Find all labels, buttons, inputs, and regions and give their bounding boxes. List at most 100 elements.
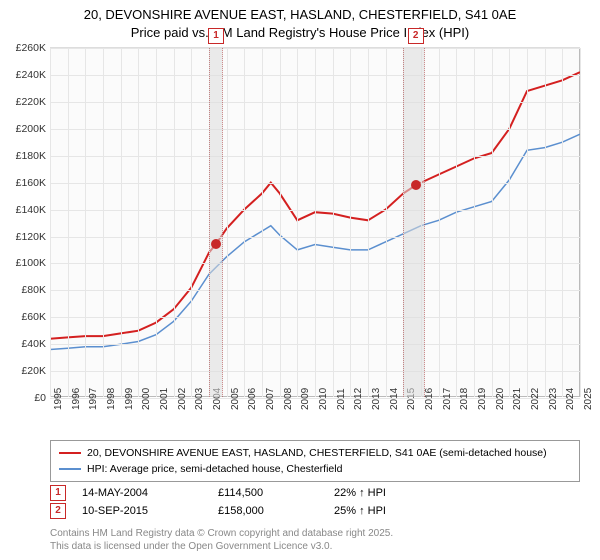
title-line-2: Price paid vs. HM Land Registry's House … (0, 24, 600, 42)
xtick-label: 2022 (530, 384, 541, 410)
vgrid (103, 48, 104, 397)
legend-swatch-hpi (59, 468, 81, 470)
vgrid (580, 48, 581, 397)
xtick-label: 1996 (71, 384, 82, 410)
xtick-label: 2013 (371, 384, 382, 410)
ytick-label: £20K (4, 365, 46, 377)
xtick-label: 2024 (565, 384, 576, 410)
xtick-label: 2016 (424, 384, 435, 410)
ytick-label: £100K (4, 257, 46, 269)
ytick-label: £40K (4, 338, 46, 350)
sale-dot (211, 239, 221, 249)
xtick-label: 2018 (459, 384, 470, 410)
vgrid (121, 48, 122, 397)
vgrid (562, 48, 563, 397)
sale-marker-2: 2 (50, 503, 66, 519)
xtick-label: 2014 (389, 384, 400, 410)
sale-price-2: £158,000 (218, 505, 318, 517)
sale-date-1: 14-MAY-2004 (82, 487, 202, 499)
vgrid (527, 48, 528, 397)
legend: 20, DEVONSHIRE AVENUE EAST, HASLAND, CHE… (50, 440, 580, 482)
sales-table: 1 14-MAY-2004 £114,500 22% ↑ HPI 2 10-SE… (50, 484, 580, 520)
vgrid (545, 48, 546, 397)
vgrid (509, 48, 510, 397)
xtick-label: 2021 (512, 384, 523, 410)
ytick-label: £80K (4, 284, 46, 296)
ytick-label: £140K (4, 204, 46, 216)
vgrid (350, 48, 351, 397)
vgrid (50, 48, 51, 397)
xtick-label: 2001 (159, 384, 170, 410)
xtick-label: 2002 (177, 384, 188, 410)
sale-marker-box: 2 (408, 28, 424, 44)
sale-dot (411, 180, 421, 190)
xtick-label: 1995 (53, 384, 64, 410)
vgrid (191, 48, 192, 397)
chart-title: 20, DEVONSHIRE AVENUE EAST, HASLAND, CHE… (0, 0, 600, 41)
copyright-line-1: Contains HM Land Registry data © Crown c… (50, 528, 580, 541)
sale-band (403, 48, 424, 397)
xtick-label: 2008 (283, 384, 294, 410)
vgrid (492, 48, 493, 397)
legend-swatch-price-paid (59, 452, 81, 454)
vgrid (138, 48, 139, 397)
vgrid (297, 48, 298, 397)
vgrid (474, 48, 475, 397)
vgrid (368, 48, 369, 397)
copyright: Contains HM Land Registry data © Crown c… (50, 528, 580, 553)
ytick-label: £60K (4, 311, 46, 323)
ytick-label: £120K (4, 231, 46, 243)
title-line-1: 20, DEVONSHIRE AVENUE EAST, HASLAND, CHE… (0, 6, 600, 24)
xtick-label: 2017 (442, 384, 453, 410)
sale-date-2: 10-SEP-2015 (82, 505, 202, 517)
sale-marker-1: 1 (50, 485, 66, 501)
copyright-line-2: This data is licensed under the Open Gov… (50, 541, 580, 554)
sale-delta-2: 25% ↑ HPI (334, 505, 386, 517)
sale-delta-1: 22% ↑ HPI (334, 487, 386, 499)
xtick-label: 2025 (583, 384, 594, 410)
xtick-label: 2011 (336, 384, 347, 410)
xtick-label: 2019 (477, 384, 488, 410)
xtick-label: 2005 (230, 384, 241, 410)
vgrid (262, 48, 263, 397)
xtick-label: 1997 (88, 384, 99, 410)
xtick-label: 1998 (106, 384, 117, 410)
vgrid (280, 48, 281, 397)
xtick-label: 2007 (265, 384, 276, 410)
vgrid (439, 48, 440, 397)
legend-row-hpi: HPI: Average price, semi-detached house,… (59, 461, 571, 477)
ytick-label: £0 (4, 392, 46, 404)
vgrid (244, 48, 245, 397)
xtick-label: 2003 (194, 384, 205, 410)
xtick-label: 2009 (300, 384, 311, 410)
ytick-label: £220K (4, 96, 46, 108)
ytick-label: £260K (4, 42, 46, 54)
vgrid (174, 48, 175, 397)
xtick-label: 2012 (353, 384, 364, 410)
vgrid (456, 48, 457, 397)
legend-row-price-paid: 20, DEVONSHIRE AVENUE EAST, HASLAND, CHE… (59, 445, 571, 461)
xtick-label: 2023 (548, 384, 559, 410)
sale-price-1: £114,500 (218, 487, 318, 499)
xtick-label: 2006 (247, 384, 258, 410)
ytick-label: £180K (4, 150, 46, 162)
vgrid (333, 48, 334, 397)
vgrid (85, 48, 86, 397)
legend-label-price-paid: 20, DEVONSHIRE AVENUE EAST, HASLAND, CHE… (87, 447, 547, 459)
price-chart: £0£20K£40K£60K£80K£100K£120K£140K£160K£1… (50, 47, 580, 397)
sale-band (209, 48, 223, 397)
legend-label-hpi: HPI: Average price, semi-detached house,… (87, 463, 342, 475)
ytick-label: £200K (4, 123, 46, 135)
vgrid (386, 48, 387, 397)
xtick-label: 2010 (318, 384, 329, 410)
xtick-label: 2020 (495, 384, 506, 410)
vgrid (156, 48, 157, 397)
sale-row-2: 2 10-SEP-2015 £158,000 25% ↑ HPI (50, 502, 580, 520)
vgrid (68, 48, 69, 397)
xtick-label: 1999 (124, 384, 135, 410)
vgrid (227, 48, 228, 397)
sale-marker-box: 1 (208, 28, 224, 44)
xtick-label: 2000 (141, 384, 152, 410)
ytick-label: £240K (4, 69, 46, 81)
ytick-label: £160K (4, 177, 46, 189)
